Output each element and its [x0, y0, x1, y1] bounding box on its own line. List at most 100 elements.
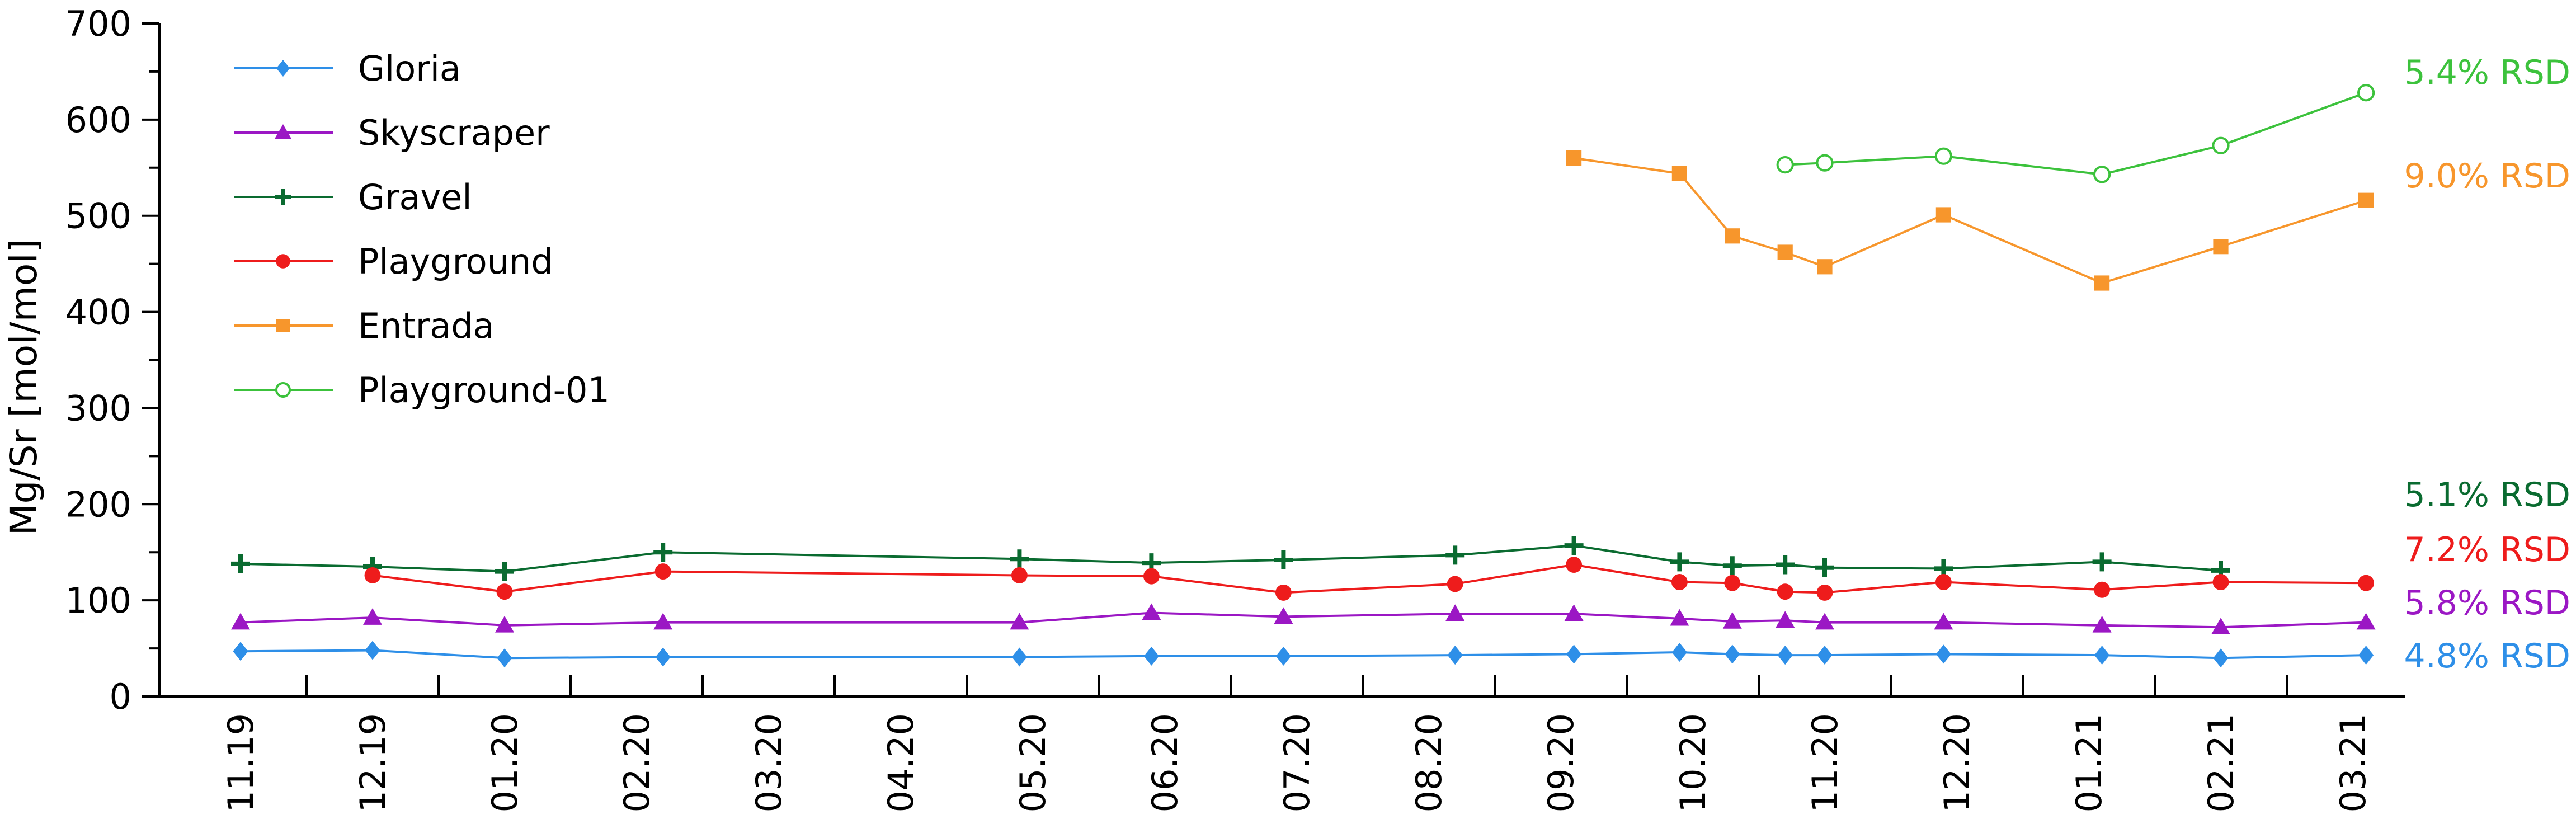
- data-point-gravel: [1776, 555, 1795, 575]
- legend-marker: [275, 124, 291, 139]
- series-skyscraper: [231, 603, 2376, 635]
- x-tick-label: 08.20: [1409, 713, 1449, 813]
- x-tick-label: 03.21: [2333, 713, 2374, 813]
- rsd-labels: 4.8% RSD 5.8% RSD 5.1% RSD 7.2% RSD 9.0% RSD…: [2404, 53, 2570, 676]
- y-axis-label: Mg/Sr [mol/mol]: [2, 239, 45, 536]
- x-tick-label: 12.19: [352, 713, 393, 813]
- data-point-playground: [2358, 575, 2375, 591]
- data-point-gloria: [1935, 644, 1951, 664]
- data-point-playground: [2094, 581, 2111, 598]
- data-point-skyscraper: [495, 615, 514, 633]
- x-axis-ticks: 11.19 12.19 01.20 02.20 03.20 04.20 05.20 06.20…: [220, 675, 2374, 813]
- data-point-gloria: [233, 642, 248, 661]
- legend-label: Gravel: [358, 177, 472, 218]
- data-point-gloria: [497, 648, 512, 668]
- rsd-label-entrada: 9.0% RSD: [2404, 157, 2570, 196]
- x-tick-label: 09.20: [1541, 713, 1581, 813]
- data-point-gloria: [1447, 646, 1463, 665]
- data-point-playground-01: [2212, 136, 2230, 154]
- legend-marker: [276, 254, 290, 269]
- y-tick-label: 0: [110, 676, 131, 717]
- data-point-playground: [1777, 583, 1793, 600]
- series-playground-01: [1776, 84, 2375, 183]
- data-point-gravel: [1274, 550, 1293, 569]
- data-point-gloria: [1143, 646, 1159, 666]
- rsd-label-skyscraper: 5.8% RSD: [2404, 583, 2570, 623]
- x-tick-label: 10.20: [1673, 713, 1713, 813]
- data-point-playground-01: [1776, 156, 1794, 174]
- legend-marker: [275, 189, 291, 205]
- data-point-skyscraper: [1815, 613, 1834, 630]
- legend-entry-skyscraper: Skyscraper: [234, 112, 550, 153]
- series-layer: [231, 84, 2376, 668]
- x-tick-label: 12.20: [1937, 713, 1977, 813]
- data-point-gloria: [1817, 646, 1833, 665]
- data-point-playground: [1011, 567, 1028, 583]
- data-point-gloria: [2094, 646, 2110, 665]
- x-tick-label: 02.21: [2201, 713, 2241, 813]
- data-point-gravel: [1010, 549, 1029, 569]
- y-tick-label: 700: [65, 3, 131, 44]
- data-point-gloria: [2358, 646, 2374, 665]
- y-tick-label: 600: [65, 100, 131, 140]
- data-point-gloria: [1275, 646, 1291, 666]
- legend-entry-gloria: Gloria: [234, 48, 461, 89]
- x-tick-label: 11.19: [220, 713, 261, 813]
- rsd-label-playground: 7.2% RSD: [2404, 530, 2570, 569]
- data-point-playground: [1143, 568, 1160, 585]
- x-tick-label: 04.20: [880, 713, 921, 813]
- data-point-gravel: [1564, 536, 1584, 555]
- legend-marker: [275, 382, 291, 398]
- y-tick-label: 300: [65, 388, 131, 429]
- data-point-entrada: [1935, 207, 1951, 223]
- y-tick-label: 400: [65, 292, 131, 333]
- legend-marker: [276, 60, 290, 77]
- data-point-gravel: [1670, 552, 1689, 572]
- data-point-playground-01: [2093, 166, 2111, 183]
- legend-entry-entrada: Entrada: [234, 305, 495, 346]
- data-point-skyscraper: [1670, 609, 1689, 626]
- data-point-playground: [1671, 574, 1688, 590]
- data-point-skyscraper: [653, 613, 673, 630]
- data-point-gravel: [495, 562, 514, 581]
- series-line-gravel: [240, 544, 2221, 573]
- data-point-gloria: [1777, 646, 1793, 665]
- data-point-gloria: [1011, 647, 1027, 667]
- y-tick-label: 200: [65, 484, 131, 525]
- data-point-skyscraper: [1564, 604, 1584, 621]
- data-point-gloria: [1566, 644, 1582, 664]
- legend-label: Playground-01: [358, 370, 610, 411]
- data-point-skyscraper: [1274, 607, 1293, 624]
- y-tick-label: 500: [65, 196, 131, 237]
- x-tick-label: 06.20: [1145, 713, 1185, 813]
- data-point-playground-01: [1934, 147, 1952, 165]
- series-line-entrada: [1574, 157, 2367, 285]
- legend-label: Gloria: [358, 48, 461, 89]
- x-tick-label: 05.20: [1012, 713, 1053, 813]
- data-point-entrada: [1817, 259, 1833, 275]
- x-tick-label: 02.20: [616, 713, 657, 813]
- data-point-skyscraper: [363, 608, 382, 625]
- data-point-gloria: [1725, 644, 1740, 664]
- data-point-gravel: [231, 554, 250, 573]
- series-gloria: [233, 641, 2374, 668]
- data-point-playground: [1724, 575, 1741, 591]
- data-point-gravel: [2092, 552, 2112, 572]
- rsd-label-playground-01: 5.4% RSD: [2404, 53, 2570, 92]
- legend-entry-gravel: Gravel: [234, 177, 472, 218]
- x-tick-label: 01.21: [2069, 713, 2109, 813]
- data-point-playground: [1447, 576, 1463, 592]
- legend-entry-playground-01: Playground-01: [234, 370, 610, 411]
- data-point-playground: [1275, 584, 1292, 601]
- data-point-gravel: [1815, 558, 1834, 577]
- legend-label: Playground: [358, 241, 553, 282]
- series-line-playground: [372, 563, 2366, 594]
- data-point-gloria: [655, 647, 671, 667]
- series-line-playground-01: [1785, 91, 2367, 176]
- data-point-entrada: [1566, 150, 1582, 166]
- data-point-gravel: [1722, 556, 1742, 576]
- data-point-gloria: [2213, 648, 2229, 668]
- legend-marker: [276, 319, 290, 332]
- data-point-gloria: [365, 641, 380, 660]
- data-point-entrada: [2213, 239, 2229, 255]
